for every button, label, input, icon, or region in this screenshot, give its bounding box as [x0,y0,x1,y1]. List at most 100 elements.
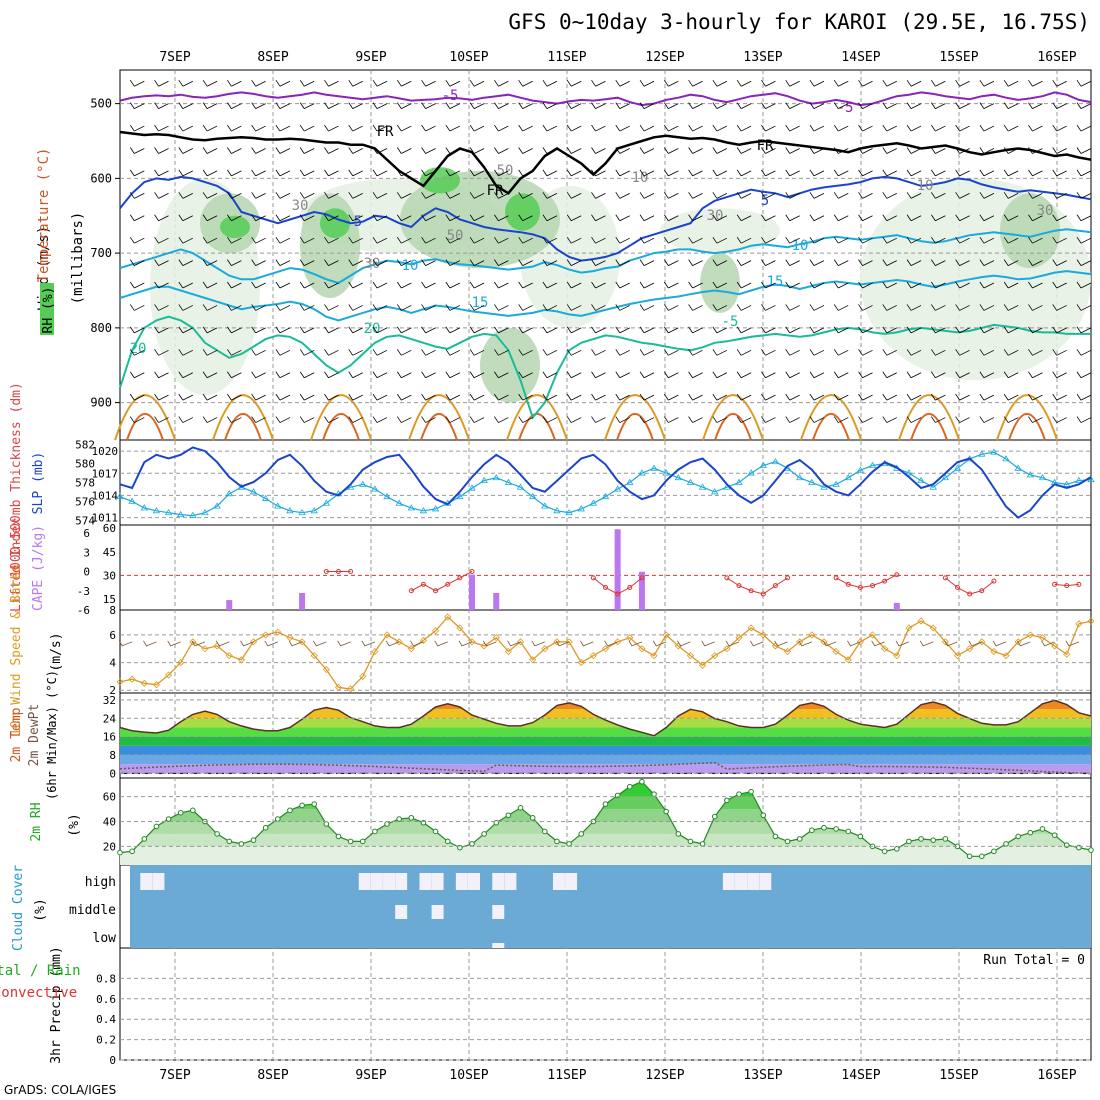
wind-barb [906,259,922,266]
wind-barb [396,147,412,154]
wind-barb [227,326,242,334]
temp-side-label-3: (6hr Min/Max) (°C) [45,670,59,800]
wind-barb [833,169,849,177]
wind-barb [736,169,752,177]
precip-tick-label: 0.8 [96,972,116,985]
high-cloud-bar [552,873,565,890]
rh-point [772,833,779,840]
rh-point [724,797,730,804]
wind-speed-marker [152,681,160,689]
thickness-marker [310,507,318,514]
rh-shading [1000,193,1060,269]
wind-barb [275,416,291,423]
wind-barb [518,236,533,244]
wind-barb [882,214,897,222]
wind-barb [906,371,922,379]
rh-tick-label: 60 [103,791,116,804]
wind-barb [566,79,582,87]
rh-shading [420,167,460,194]
contour-label: 20 [364,321,381,337]
wind-barb [178,236,194,244]
rh-point [372,828,378,835]
thickness-marker [929,483,937,490]
wind-barb [955,169,970,177]
wind-barb [178,214,194,222]
wind-barb [324,326,339,334]
wind-barb [955,147,970,154]
wind-barb [906,304,922,311]
rh-point [796,836,803,842]
wind-barb [761,192,776,199]
wind-barb [761,236,776,244]
wind-barb [494,304,509,311]
wind-barb [639,147,655,154]
rh-point [554,838,560,845]
wind-barb [833,236,849,244]
wind-barb [566,169,582,177]
wind-speed-marker [1075,620,1083,628]
wind-barb [154,214,169,222]
date-label-bottom: 11SEP [547,1068,586,1083]
wind-speed-marker [189,638,197,646]
wind-barb [1076,236,1092,244]
date-label-top: 11SEP [547,50,586,65]
wind-speed-marker [699,661,707,669]
wind-barb [906,192,922,199]
wind-barb [494,259,509,266]
rh-side-label-pct: (%) [67,813,82,836]
high-cloud-bar [492,873,505,890]
wind-barb [348,416,363,423]
wind-barb [202,393,218,401]
wind-barb [979,393,995,401]
high-cloud-bar [722,873,735,890]
wind10m-barb [482,640,497,647]
wind-barb [348,214,363,222]
wind-barb [688,304,703,311]
wind-barb [833,102,849,109]
wind-barb [761,326,776,334]
rh-tick-label: 20 [103,840,116,853]
wind-barb [129,259,145,266]
wind-barb [251,349,266,356]
wind-barb [372,393,388,401]
thickness-marker [613,485,622,492]
rh-point [651,791,657,797]
wind10m-barb [992,640,1007,647]
li-tick-label: 6 [83,527,90,540]
date-label-top: 16SEP [1037,50,1076,65]
wind-barb [1052,281,1067,289]
wind-barb [518,393,533,401]
wind-barb [518,124,533,132]
wind-barb [445,393,461,401]
rh-shading [300,193,360,298]
wind-barb [445,326,461,334]
wind-barb [396,371,412,379]
wind-barb [348,393,363,401]
temperature-line [119,699,1092,737]
contour-label: 50 [497,163,514,179]
high-cloud-bar [455,873,468,890]
wind-barb [566,124,582,132]
wind-barb [445,371,461,379]
wind-speed-marker [1014,638,1022,646]
thickness-marker [128,497,136,504]
wind-speed-marker [529,656,537,664]
li-segment [848,583,861,589]
temp-side-label-1: 2m Temp [9,707,24,762]
wind-barb [299,236,315,244]
wind-barb [178,147,194,154]
wind-barb [833,393,849,401]
rh-point [481,831,487,837]
wind-barb [858,102,873,109]
wind-barb [712,304,728,311]
wind-barb [1052,349,1067,356]
wind-barb [639,326,655,334]
wind-barb [421,393,436,401]
high-cloud-bar [358,873,371,890]
wind-barb [688,371,703,379]
panel-frame-cape [119,524,1092,611]
wind-barb [421,416,436,423]
thickness-tick-label: 578 [75,477,95,490]
wind-barb [663,416,679,423]
pressure-tick-label: 800 [90,321,112,335]
